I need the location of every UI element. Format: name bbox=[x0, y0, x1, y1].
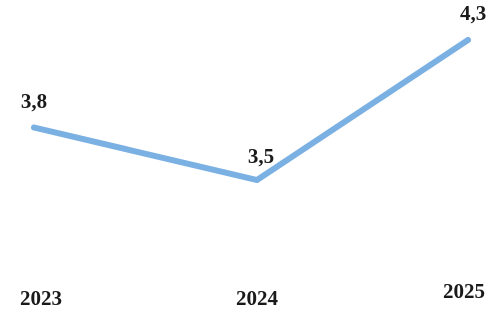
data-point-2025 bbox=[465, 37, 471, 43]
x-axis: 2023 2024 2025 bbox=[20, 279, 485, 310]
data-label-2024: 3,5 bbox=[248, 144, 274, 168]
plot-area: 3,8 3,5 4,3 bbox=[21, 1, 486, 183]
x-tick-label-2025: 2025 bbox=[443, 279, 485, 303]
x-tick-label-2024: 2024 bbox=[236, 286, 279, 310]
data-point-2024 bbox=[254, 177, 260, 183]
data-label-2023: 3,8 bbox=[21, 89, 47, 113]
data-label-2025: 4,3 bbox=[460, 1, 486, 25]
x-tick-label-2023: 2023 bbox=[20, 286, 62, 310]
data-point-2023 bbox=[31, 124, 37, 131]
